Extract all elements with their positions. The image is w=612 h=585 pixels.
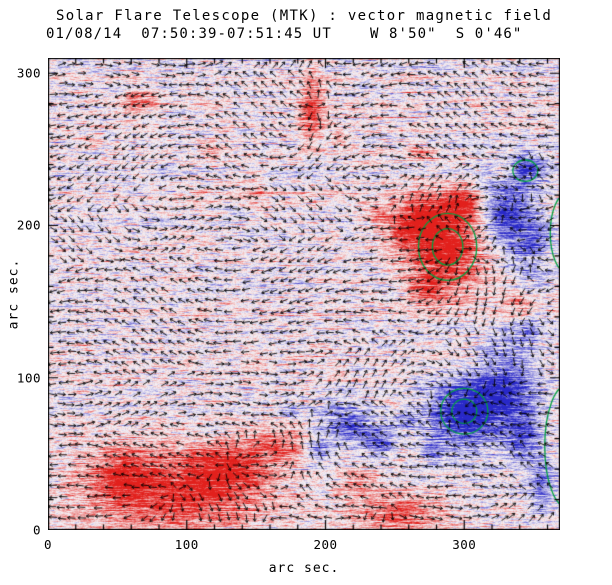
- y-axis-label: arc sec.: [6, 258, 22, 330]
- x-axis-label: arc sec.: [268, 561, 340, 576]
- x-tick-label: 200: [313, 537, 338, 552]
- chart-title: Solar Flare Telescope (MTK) : vector mag…: [56, 8, 553, 24]
- magnetogram-plot-canvas: [48, 58, 560, 530]
- chart-subtitle: 01/08/14 07:50:39-07:51:45 UT W 8'50" S …: [46, 26, 523, 42]
- y-tick-label: 200: [16, 217, 41, 233]
- y-tick-label: 100: [16, 370, 41, 386]
- x-tick-label: 0: [43, 537, 53, 552]
- y-tick-label: 0: [32, 522, 41, 538]
- y-tick-label: 300: [16, 65, 41, 81]
- x-tick-label: 300: [452, 537, 477, 552]
- x-tick-label: 100: [174, 537, 199, 552]
